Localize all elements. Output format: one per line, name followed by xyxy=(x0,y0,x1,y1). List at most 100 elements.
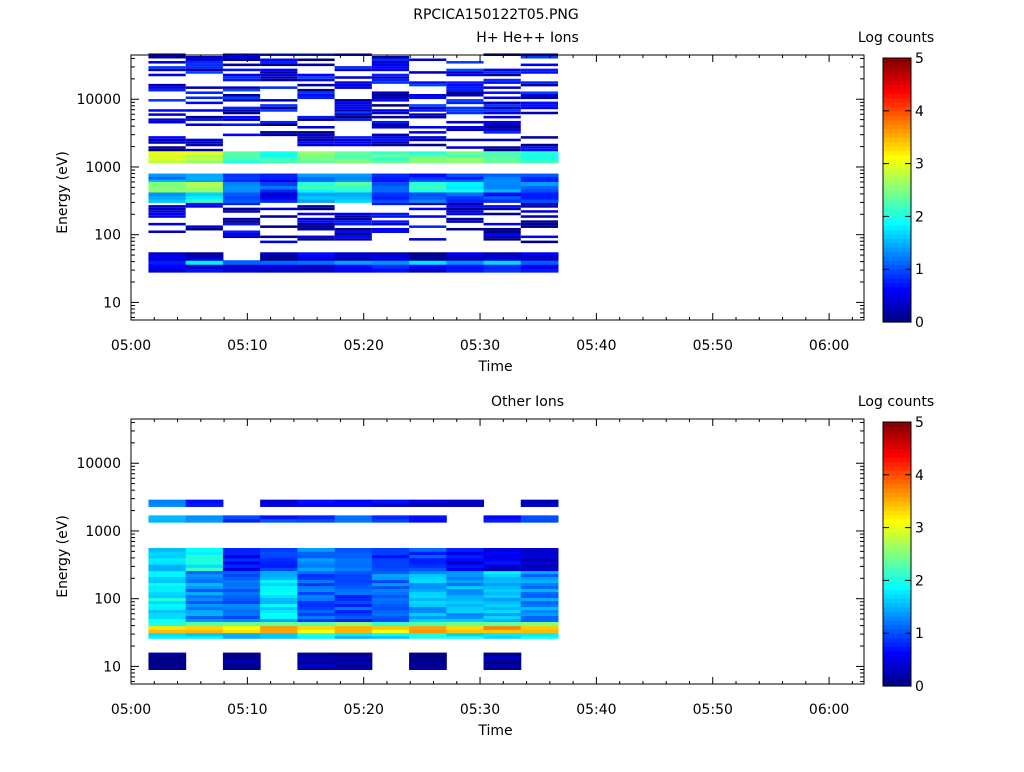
colorbar-swatch xyxy=(883,444,911,449)
heatmap-cell xyxy=(260,548,298,552)
heatmap-cell xyxy=(185,254,224,259)
heatmap-cell xyxy=(371,268,410,273)
heatmap-cell xyxy=(446,185,485,190)
colorbar-tick-label: 4 xyxy=(915,104,924,120)
heatmap-cell xyxy=(260,195,298,200)
heatmap-cell xyxy=(222,554,261,559)
heatmap-cell xyxy=(297,195,336,200)
heatmap-cell xyxy=(148,68,186,72)
heatmap-cell xyxy=(371,499,410,504)
x-tick-label: 05:30 xyxy=(460,702,500,718)
heatmap-cell xyxy=(371,560,410,565)
heatmap-cell xyxy=(222,603,261,608)
heatmap-cell xyxy=(520,503,559,507)
heatmap-cell xyxy=(260,260,298,266)
heatmap-cell xyxy=(185,503,224,507)
heatmap-cell xyxy=(297,254,336,259)
heatmap-cell xyxy=(483,176,522,180)
heatmap-cell xyxy=(371,252,410,256)
heatmap-cell xyxy=(185,621,224,627)
heatmap-cell xyxy=(334,138,372,142)
heatmap-cell xyxy=(185,199,224,203)
colorbar-swatch xyxy=(883,681,911,687)
heatmap-cell xyxy=(446,560,485,565)
heatmap-cell xyxy=(148,173,187,177)
heatmap-cell xyxy=(483,600,522,605)
heatmap-cell xyxy=(371,173,410,177)
heatmap-cell xyxy=(222,268,261,273)
heatmap-cell xyxy=(260,157,298,161)
heatmap-cell xyxy=(185,188,224,193)
heatmap-cell xyxy=(520,136,559,139)
colorbar-tick-label: 3 xyxy=(915,157,924,173)
colorbar-tick-label: 1 xyxy=(915,262,924,278)
heatmap-cell xyxy=(148,176,187,180)
heatmap-cell xyxy=(371,212,410,216)
heatmap-cell xyxy=(446,588,485,593)
heatmap-cell xyxy=(185,633,224,637)
heatmap-cell xyxy=(334,518,373,523)
heatmap-cell xyxy=(148,579,187,584)
heatmap-cell xyxy=(334,655,373,659)
heatmap-cell xyxy=(185,86,223,89)
heatmap-cell xyxy=(446,554,485,559)
heatmap-cell xyxy=(371,123,410,127)
heatmap-cell xyxy=(520,548,559,552)
colorbar-swatch xyxy=(883,247,911,253)
heatmap-cell xyxy=(520,185,559,190)
heatmap-cell xyxy=(409,254,447,259)
colorbar-swatch xyxy=(883,518,911,524)
heatmap-cell xyxy=(148,159,187,164)
heatmap-cell xyxy=(446,227,484,231)
heatmap-cell xyxy=(520,576,559,581)
colorbar-tick-label: 5 xyxy=(915,415,924,431)
heatmap-cell xyxy=(148,257,187,261)
heatmap-cell xyxy=(222,88,261,92)
heatmap-cell xyxy=(148,151,187,155)
heatmap-cell xyxy=(185,148,223,152)
heatmap-cell xyxy=(446,635,485,639)
heatmap-cell xyxy=(371,192,410,197)
heatmap-cell xyxy=(297,131,335,134)
heatmap-cell xyxy=(446,101,484,105)
y-tick-label: 100 xyxy=(94,228,121,244)
heatmap-cell xyxy=(483,91,521,94)
heatmap-cell xyxy=(260,551,298,555)
heatmap-cell xyxy=(409,93,447,97)
heatmap-cell xyxy=(222,570,261,575)
heatmap-cell xyxy=(371,567,410,572)
heatmap-cell xyxy=(371,61,410,64)
heatmap-cell xyxy=(185,202,223,206)
heatmap-cell xyxy=(371,609,410,614)
heatmap-cell xyxy=(371,76,410,79)
heatmap-cell xyxy=(483,181,522,186)
colorbar-swatch xyxy=(883,576,911,581)
heatmap-cell xyxy=(222,666,261,671)
heatmap-cell xyxy=(185,157,224,161)
heatmap-cell xyxy=(483,612,522,617)
heatmap-cell xyxy=(334,220,372,223)
heatmap-cell xyxy=(297,235,335,239)
heatmap-cell xyxy=(297,212,335,216)
heatmap-cell xyxy=(222,658,261,662)
heatmap-cell xyxy=(334,600,373,605)
colorbar-swatch xyxy=(883,128,911,134)
heatmap-cell xyxy=(334,86,372,89)
heatmap-cell xyxy=(483,268,522,273)
y-tick-label: 10000 xyxy=(76,92,121,108)
colorbar-swatch xyxy=(883,88,911,94)
heatmap-cell xyxy=(222,179,261,183)
heatmap-cell xyxy=(446,594,485,599)
heatmap-cell xyxy=(446,159,485,164)
heatmap-cell xyxy=(446,120,484,124)
heatmap-cell xyxy=(297,567,336,572)
heatmap-cell xyxy=(334,597,373,602)
heatmap-cell xyxy=(222,233,261,236)
colorbar-swatch xyxy=(883,646,911,652)
heatmap-cell xyxy=(483,260,522,266)
x-tick-label: 05:00 xyxy=(111,702,151,718)
heatmap-cell xyxy=(297,573,336,578)
heatmap-cell xyxy=(520,594,559,599)
heatmap-cell xyxy=(409,264,447,269)
heatmap-cell xyxy=(409,499,447,504)
